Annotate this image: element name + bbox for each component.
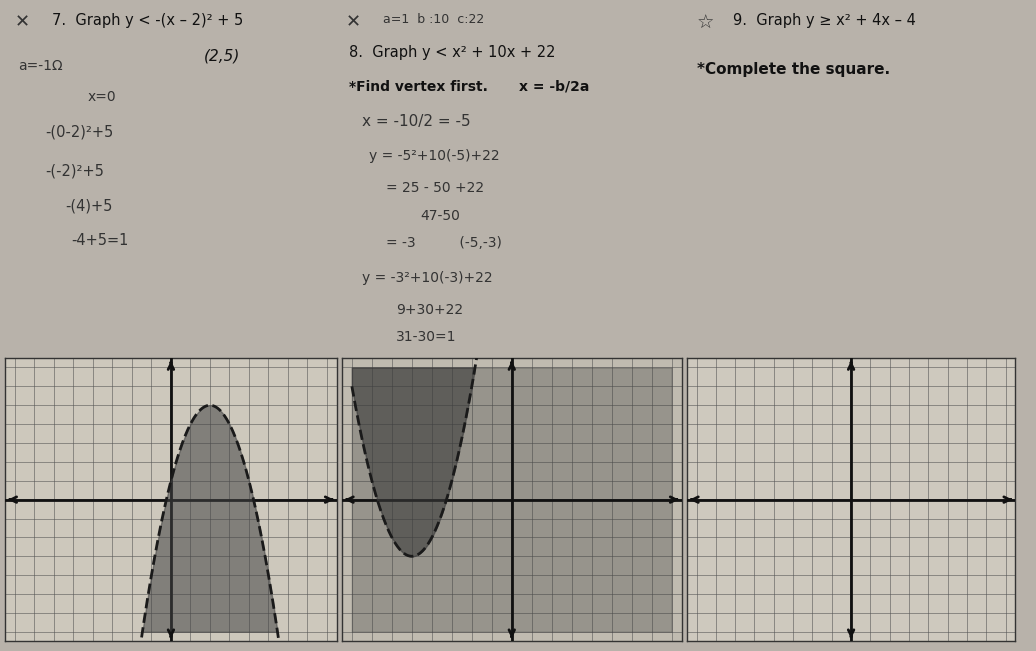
Text: 7.  Graph y < -(x – 2)² + 5: 7. Graph y < -(x – 2)² + 5: [52, 14, 242, 29]
Text: -(0-2)²+5: -(0-2)²+5: [45, 125, 113, 140]
Text: a=-1Ω: a=-1Ω: [19, 59, 63, 73]
Text: ✕: ✕: [345, 14, 361, 31]
Text: ☆: ☆: [697, 14, 714, 33]
Text: ✕: ✕: [16, 14, 30, 31]
Text: -4+5=1: -4+5=1: [71, 233, 128, 248]
Text: 31-30=1: 31-30=1: [396, 331, 457, 344]
Text: *Complete the square.: *Complete the square.: [697, 62, 890, 77]
Text: *Find vertex first.: *Find vertex first.: [349, 79, 488, 94]
Text: x = -b/2a: x = -b/2a: [519, 79, 588, 94]
Text: -(-2)²+5: -(-2)²+5: [45, 163, 104, 178]
Text: 9+30+22: 9+30+22: [396, 303, 463, 316]
Text: = -3          (-5,-3): = -3 (-5,-3): [386, 236, 501, 251]
Text: y = -3²+10(-3)+22: y = -3²+10(-3)+22: [363, 271, 493, 285]
Text: (2,5): (2,5): [204, 48, 240, 63]
Text: x = -10/2 = -5: x = -10/2 = -5: [363, 115, 471, 130]
Text: y = -5²+10(-5)+22: y = -5²+10(-5)+22: [369, 149, 499, 163]
Text: = 25 - 50 +22: = 25 - 50 +22: [386, 181, 484, 195]
Text: 8.  Graph y < x² + 10x + 22: 8. Graph y < x² + 10x + 22: [349, 45, 555, 60]
Text: x=0: x=0: [88, 90, 117, 104]
Text: 47-50: 47-50: [420, 208, 460, 223]
Text: 9.  Graph y ≥ x² + 4x – 4: 9. Graph y ≥ x² + 4x – 4: [732, 14, 916, 29]
Text: -(4)+5: -(4)+5: [65, 198, 112, 213]
Text: a=1  b :10  c:22: a=1 b :10 c:22: [382, 14, 484, 27]
